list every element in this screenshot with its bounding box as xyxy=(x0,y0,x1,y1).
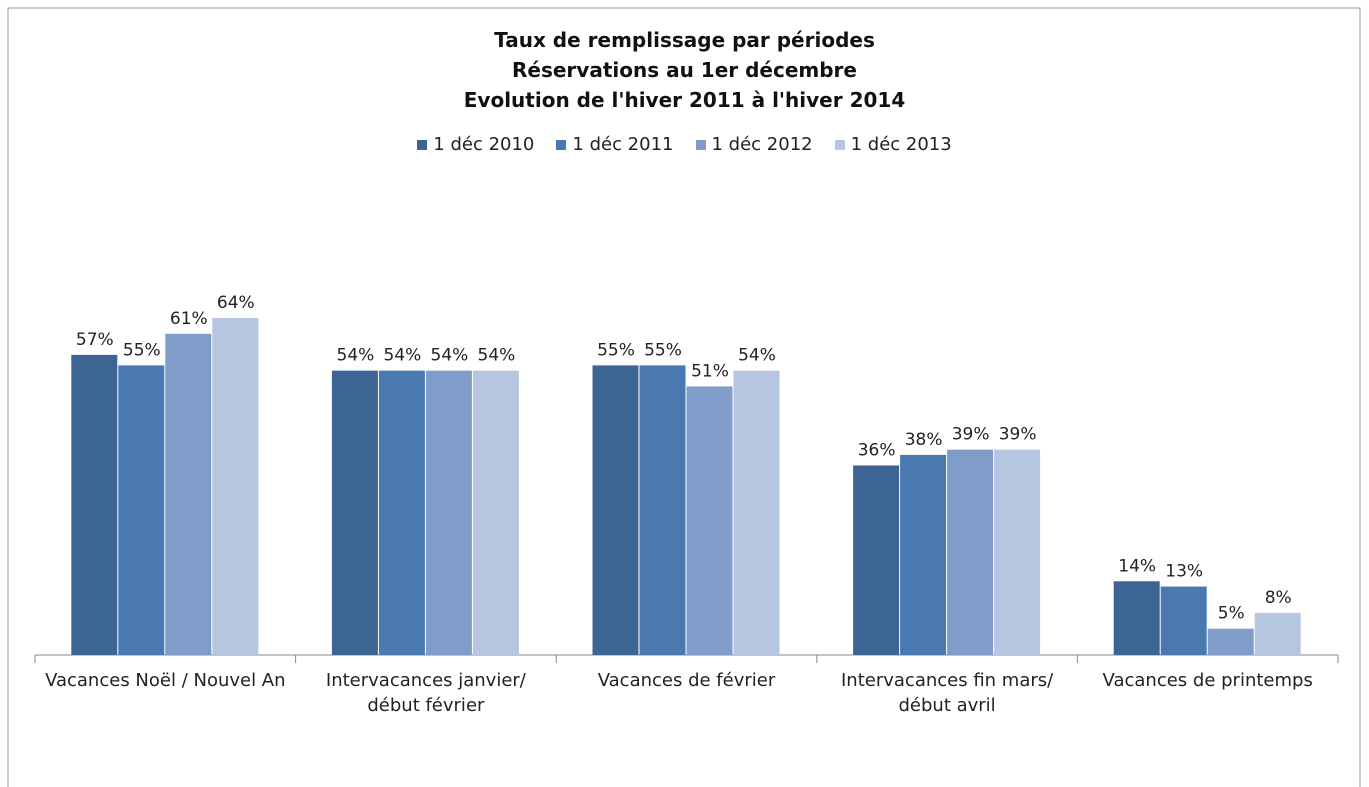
data-label: 54% xyxy=(738,346,776,366)
data-label: 51% xyxy=(691,361,729,381)
legend-swatch xyxy=(556,139,567,150)
bar xyxy=(1254,612,1301,655)
bar xyxy=(1207,628,1254,655)
data-label: 61% xyxy=(170,309,208,329)
bar xyxy=(592,365,639,655)
bar xyxy=(165,333,212,655)
x-tick-label: Vacances de février xyxy=(597,670,776,691)
data-label: 57% xyxy=(76,330,114,350)
data-label: 55% xyxy=(597,340,635,360)
data-label: 39% xyxy=(999,425,1037,445)
data-label: 54% xyxy=(431,346,469,366)
bar xyxy=(686,386,733,655)
data-label: 54% xyxy=(478,346,516,366)
data-label: 55% xyxy=(123,340,161,360)
chart-frame xyxy=(7,7,1361,787)
legend-label: 1 déc 2012 xyxy=(711,134,813,155)
bar xyxy=(853,465,900,655)
bar xyxy=(639,365,686,655)
data-label: 55% xyxy=(644,340,682,360)
bar xyxy=(212,318,259,655)
bar xyxy=(378,370,425,655)
x-tick-label: Vacances Noël / Nouvel An xyxy=(45,670,286,691)
legend-swatch xyxy=(695,139,706,150)
chart-title: Evolution de l'hiver 2011 à l'hiver 2014 xyxy=(463,88,906,112)
legend-label: 1 déc 2010 xyxy=(433,134,535,155)
bar xyxy=(994,449,1041,655)
legend-item: 1 déc 2012 xyxy=(695,134,813,155)
legend-item: 1 déc 2010 xyxy=(417,134,534,155)
data-label: 5% xyxy=(1218,604,1245,624)
legend-label: 1 déc 2013 xyxy=(850,134,952,155)
chart-title: Réservations au 1er décembre xyxy=(512,58,857,82)
data-label: 38% xyxy=(905,430,943,450)
data-label: 54% xyxy=(384,346,422,366)
bar xyxy=(71,354,118,655)
legend: 1 déc 2010 1 déc 2011 1 déc 2012 1 déc 2013 xyxy=(0,134,1369,155)
legend-swatch xyxy=(834,139,845,150)
legend-item: 1 déc 2011 xyxy=(556,134,674,155)
data-label: 36% xyxy=(858,440,896,460)
bar xyxy=(733,370,780,655)
chart-title: Taux de remplissage par périodes xyxy=(494,28,875,52)
bar xyxy=(900,454,947,655)
x-tick-label: Intervacances janvier/ début février xyxy=(325,670,526,716)
bar xyxy=(331,370,378,655)
x-tick-label: Vacances de printemps xyxy=(1102,670,1313,691)
x-tick-label: Intervacances fin mars/ début avril xyxy=(840,670,1054,716)
bar xyxy=(947,449,994,655)
legend-item: 1 déc 2013 xyxy=(834,134,952,155)
data-label: 8% xyxy=(1265,588,1292,608)
data-label: 13% xyxy=(1165,562,1203,582)
data-label: 64% xyxy=(217,293,255,313)
data-label: 14% xyxy=(1118,556,1156,576)
legend-label: 1 déc 2011 xyxy=(572,134,674,155)
bar xyxy=(425,370,472,655)
legend-swatch xyxy=(417,139,428,150)
data-label: 39% xyxy=(952,425,990,445)
data-label: 54% xyxy=(337,346,375,366)
bar xyxy=(118,365,165,655)
bar xyxy=(472,370,519,655)
bar xyxy=(1113,581,1160,655)
bar xyxy=(1160,586,1207,655)
